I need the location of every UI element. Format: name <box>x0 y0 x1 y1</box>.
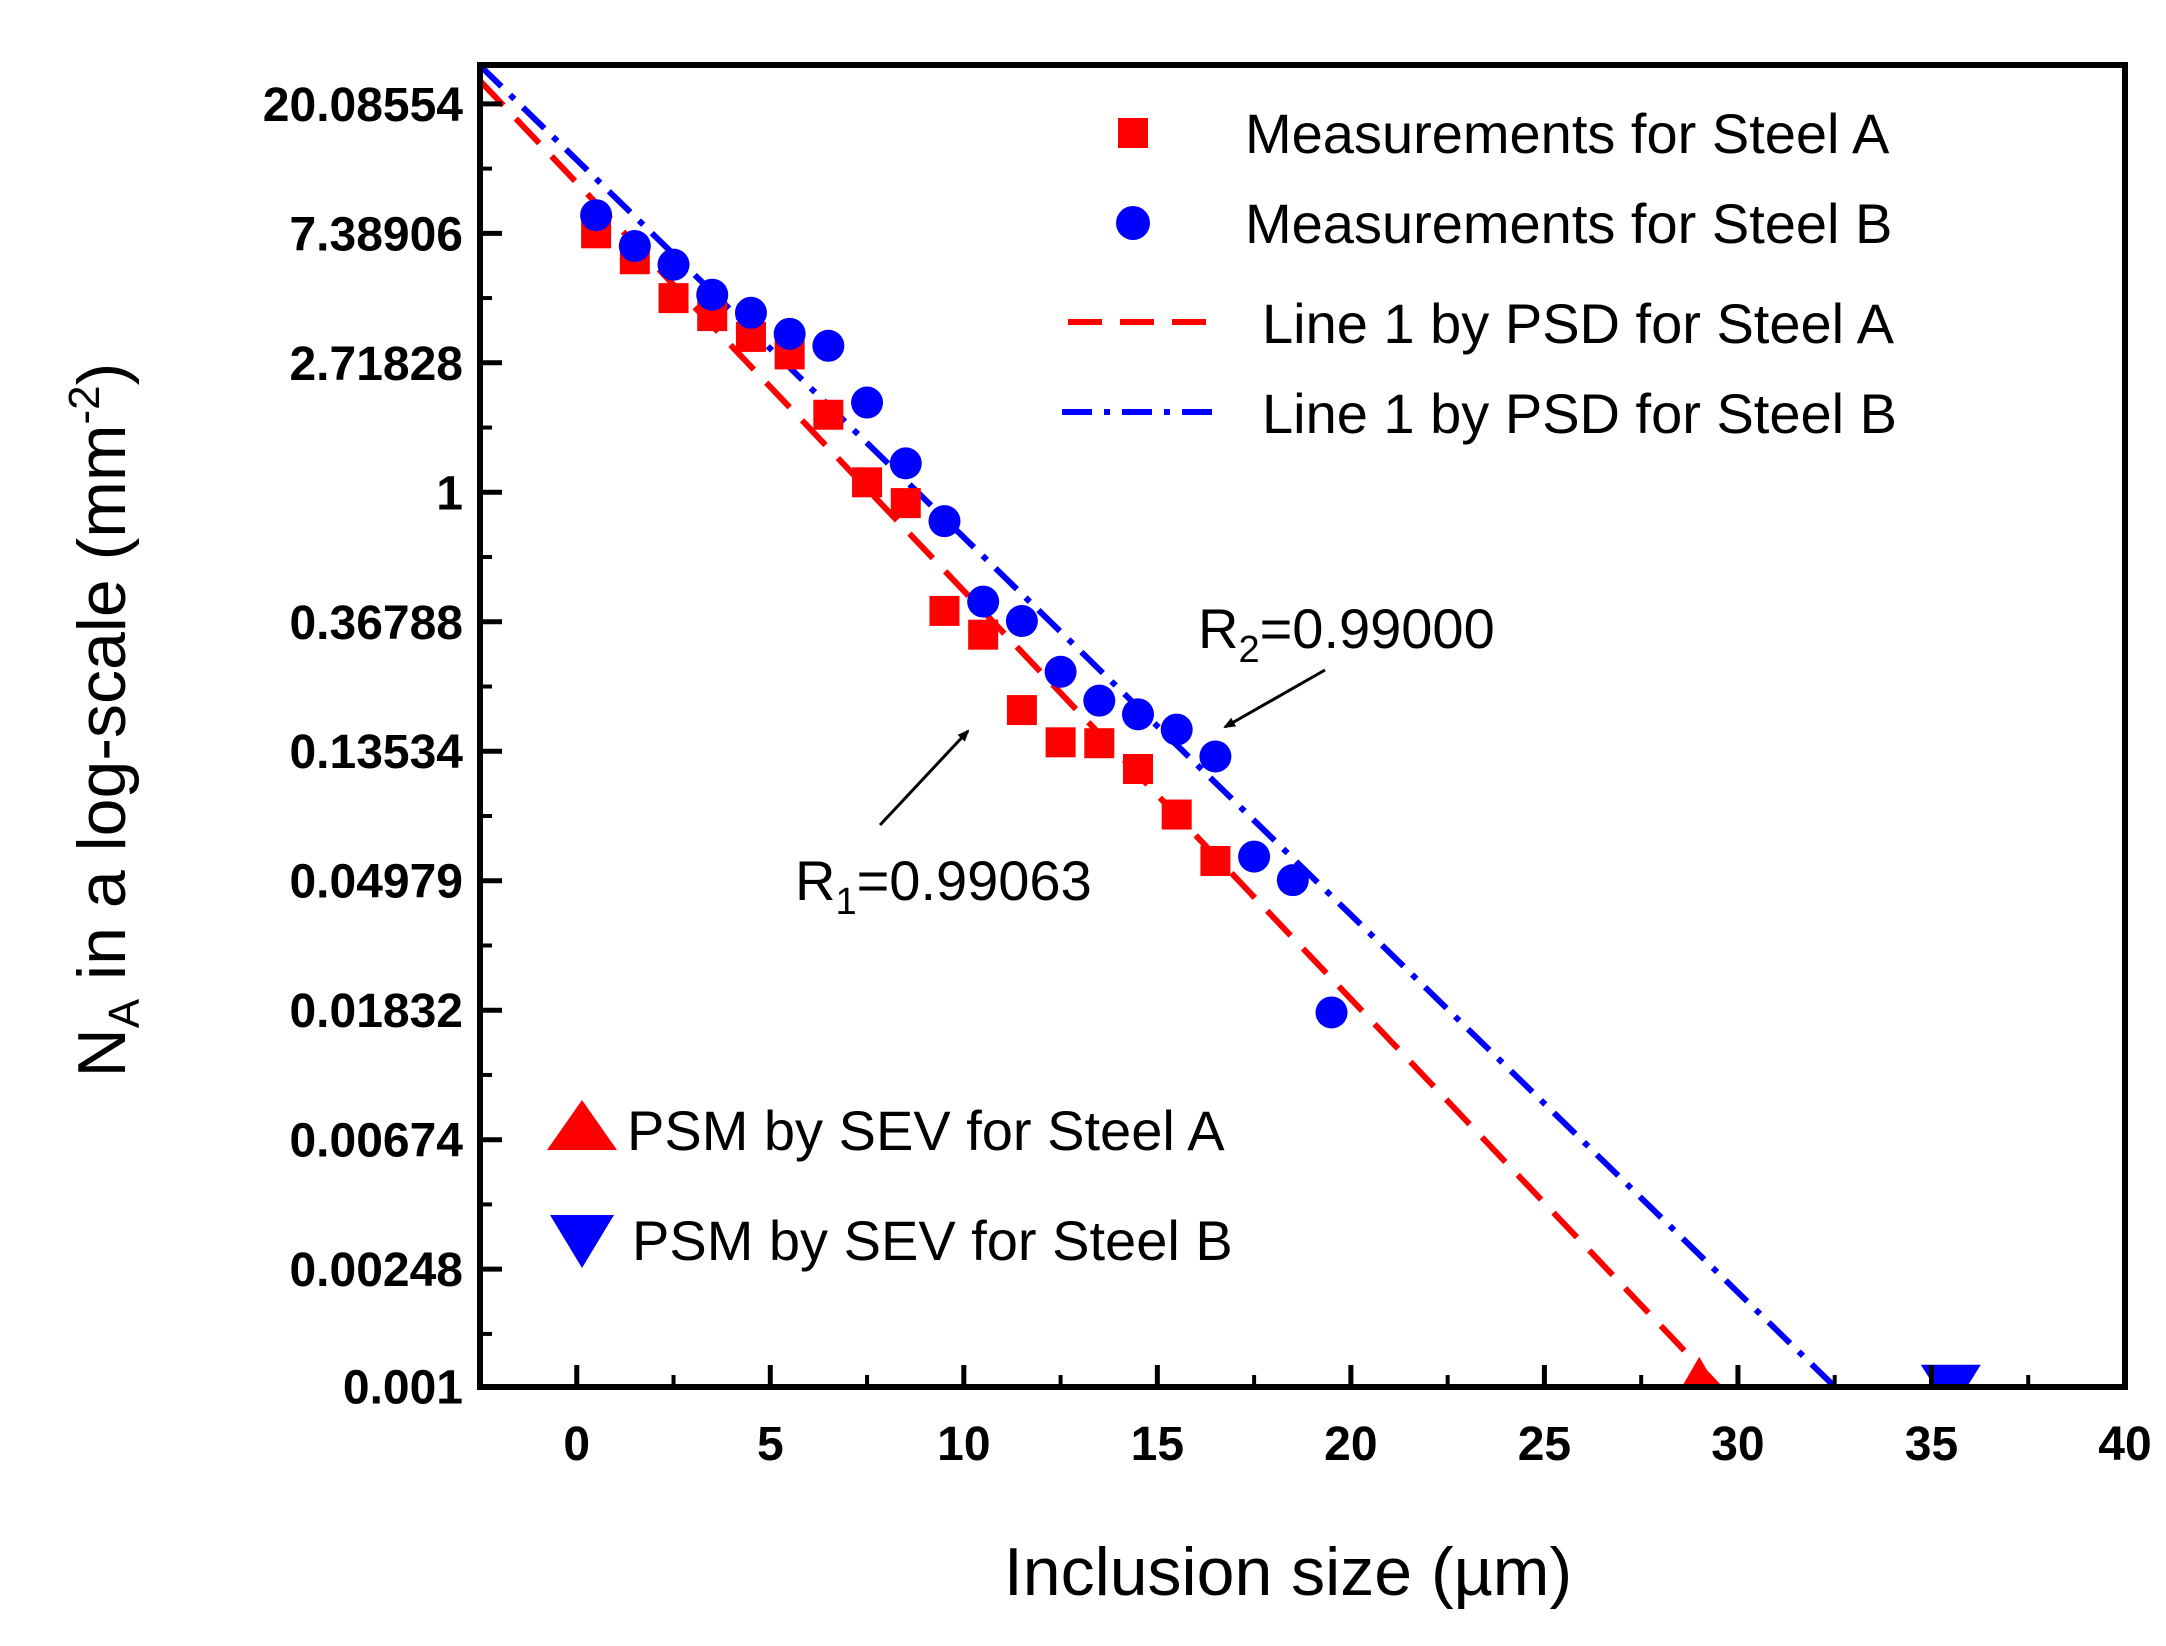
steel-a-point <box>1200 845 1231 876</box>
steel-b-point <box>812 329 845 362</box>
steel-b-point <box>696 278 729 311</box>
annotation-r1-main: R <box>795 849 835 912</box>
legend-label-steel-a-psm: PSM by SEV for Steel A <box>627 1099 1225 1162</box>
y-tick-label: 0.36788 <box>289 597 463 650</box>
y-tick-label: 0.001 <box>343 1362 463 1415</box>
y-axis-title-main: N <box>64 1028 140 1077</box>
steel-b-point <box>618 230 651 263</box>
y-axis-title-subscript: A <box>100 998 149 1028</box>
steel-b-point <box>851 386 884 419</box>
steel-a-point <box>813 399 844 430</box>
legend-item-steel-a-line: Line 1 by PSD for Steel A <box>1068 292 1895 355</box>
annotation-r2: R2=0.99000 <box>1198 597 1495 729</box>
x-tick-label: 35 <box>1905 1418 1958 1471</box>
steel-b-point <box>1276 864 1309 897</box>
steel-a-point <box>852 467 883 498</box>
x-tick-label: 25 <box>1518 1418 1571 1471</box>
y-axis-title: NA in a log-scale (mm-2) <box>60 363 149 1078</box>
psm-steel-a-point <box>1681 1356 1717 1387</box>
x-tick-label: 30 <box>1711 1418 1764 1471</box>
y-tick-label: 0.00248 <box>289 1244 463 1297</box>
legend-item-steel-a-psm: PSM by SEV for Steel A <box>547 1099 1225 1162</box>
y-tick-label: 1 <box>436 467 463 520</box>
steel-a-point <box>1123 753 1153 784</box>
x-tick-label: 10 <box>937 1418 990 1471</box>
annotation-r2-arrow <box>1223 668 1326 729</box>
x-tick-label: 20 <box>1324 1418 1377 1471</box>
steel-b-point <box>1315 996 1348 1029</box>
x-tick-label: 40 <box>2098 1418 2151 1471</box>
legend-label-steel-b-psm: PSM by SEV for Steel B <box>632 1209 1233 1272</box>
steel-a-point <box>890 488 921 519</box>
steel-a-point <box>968 619 999 650</box>
labels-layer: 0 5 10 15 20 25 30 35 40 20.08554 7.38906 2.71828 1 0… <box>263 79 2152 1471</box>
legend-bottom: PSM by SEV for Steel A PSM by SEV for St… <box>547 1099 1233 1272</box>
y-tick-label: 0.01832 <box>289 985 463 1038</box>
steel-b-point <box>1083 684 1116 717</box>
x-tick-label: 5 <box>757 1418 784 1471</box>
steel-a-point <box>1006 695 1037 726</box>
plot-frame <box>477 62 2128 1390</box>
steel-b-point <box>928 505 961 538</box>
steel-b-point <box>657 248 690 281</box>
steel-b-point <box>580 199 613 232</box>
ticks-layer <box>480 101 2128 1387</box>
y-axis-title-superscript: -2 <box>60 385 109 424</box>
legend-item-steel-b-psm: PSM by SEV for Steel B <box>550 1209 1233 1272</box>
legend-top: Measurements for Steel A Measurements fo… <box>1062 102 1897 445</box>
legend-square-marker <box>1118 118 1148 148</box>
annotation-r1-label: R1=0.99063 <box>795 849 1092 923</box>
steel-b-point <box>1122 698 1154 731</box>
legend-triangle-down-marker <box>550 1215 614 1268</box>
legend-label-steel-b-line: Line 1 by PSD for Steel B <box>1262 382 1897 445</box>
legend-item-steel-a-measurements: Measurements for Steel A <box>1118 102 1890 165</box>
steel-b-point <box>889 447 922 480</box>
steel-b-point <box>1044 655 1077 688</box>
steel-a-point <box>1045 727 1076 758</box>
steel-b-point <box>1238 840 1271 873</box>
y-axis-title-middle: in a log-scale (mm <box>64 424 140 998</box>
legend-label-steel-a-measurements: Measurements for Steel A <box>1245 102 1890 165</box>
annotation-r1-subscript: 1 <box>835 881 856 923</box>
x-tick-label: 15 <box>1131 1418 1184 1471</box>
y-tick-label: 0.13534 <box>289 726 463 779</box>
steel-b-point <box>1005 605 1038 638</box>
steel-b-point <box>967 585 1000 618</box>
annotation-r2-subscript: 2 <box>1238 629 1259 671</box>
annotation-r2-main: R <box>1198 597 1238 660</box>
y-tick-label: 7.38906 <box>289 208 463 261</box>
y-tick-label: 2.71828 <box>289 338 463 391</box>
psm-steel-b-point <box>1920 1364 1981 1387</box>
annotation-r2-label: R2=0.99000 <box>1198 597 1495 671</box>
y-tick-label: 0.00674 <box>289 1115 463 1168</box>
steel-b-point <box>1160 713 1193 746</box>
legend-item-steel-b-line: Line 1 by PSD for Steel B <box>1062 382 1897 445</box>
annotation-r1-value: =0.99063 <box>857 849 1092 912</box>
legend-circle-marker <box>1116 206 1150 240</box>
steel-a-point <box>929 595 960 626</box>
steel-b-point <box>1199 740 1232 773</box>
steel-a-point <box>1084 728 1115 759</box>
y-tick-label: 20.08554 <box>263 79 464 132</box>
legend-item-steel-b-measurements: Measurements for Steel B <box>1116 192 1892 255</box>
steel-b-point <box>773 317 806 350</box>
x-tick-label: 0 <box>563 1418 590 1471</box>
series-layer <box>480 65 1981 1387</box>
x-axis-title: Inclusion size (µm) <box>1004 1534 1572 1610</box>
steel-a-point <box>1161 799 1192 830</box>
steel-a-point <box>658 283 689 314</box>
steel-b-point <box>734 296 767 329</box>
annotation-r1: R1=0.99063 <box>795 729 1092 923</box>
legend-triangle-up-marker <box>547 1100 617 1150</box>
y-tick-label: 0.04979 <box>289 856 463 909</box>
legend-label-steel-b-measurements: Measurements for Steel B <box>1245 192 1892 255</box>
annotation-r2-value: =0.99000 <box>1260 597 1495 660</box>
y-axis-title-end: ) <box>64 363 140 386</box>
legend-label-steel-a-line: Line 1 by PSD for Steel A <box>1262 292 1895 355</box>
annotation-r1-arrow <box>878 729 970 827</box>
